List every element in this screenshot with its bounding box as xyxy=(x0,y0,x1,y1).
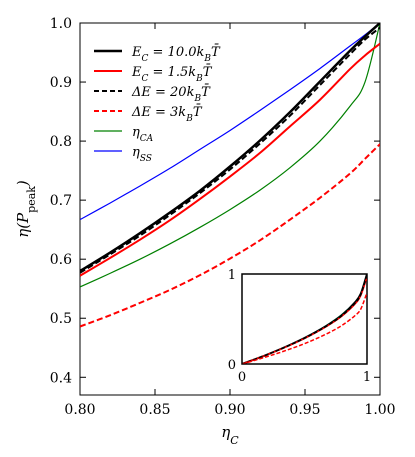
main-plot: 0.80 0.85 0.90 0.95 1.000.40.50.60.70.80.91.… xyxy=(14,16,396,447)
inset-x-tick-label: 0 xyxy=(238,370,246,385)
y-axis-label: η(Ppeak) xyxy=(14,180,38,238)
legend-label-2: ΔE = 20kBT̄ xyxy=(131,84,211,104)
legend-label-4: ηCA xyxy=(132,125,154,144)
series-line-1 xyxy=(80,42,380,277)
x-tick-label: 1.00 xyxy=(364,402,395,418)
legend-label-5: ηSS xyxy=(132,145,152,164)
series-line-5 xyxy=(80,23,380,221)
series-line-0 xyxy=(80,23,380,273)
y-tick-label: 0.9 xyxy=(50,75,72,91)
y-tick-label: 0.6 xyxy=(50,252,72,268)
y-tick-label: 0.5 xyxy=(50,311,72,327)
inset-y-tick-label: 0 xyxy=(228,358,236,373)
y-tick-label: 0.8 xyxy=(50,134,72,150)
inset-plot: 0 1 0 1 xyxy=(228,268,371,385)
y-tick-label: 0.4 xyxy=(50,370,72,386)
inset-frame xyxy=(241,273,368,365)
y-tick-label: 1.0 xyxy=(50,16,72,32)
inset-series-group xyxy=(242,274,367,364)
x-tick-label: 0.95 xyxy=(289,402,320,418)
x-tick-label: 0.85 xyxy=(139,402,170,418)
x-axis-label: ηC xyxy=(221,423,239,447)
x-tick-label: 0.90 xyxy=(214,402,245,418)
inset-x-tick-label: 1 xyxy=(363,370,371,385)
series-line-2 xyxy=(80,26,380,274)
series-line-3 xyxy=(80,143,380,328)
legend-label-0: EC = 10.0kBT̄ xyxy=(131,44,221,64)
inset-series-line-4 xyxy=(242,274,367,364)
inset-y-tick-label: 1 xyxy=(228,268,236,283)
inset-series-line-5 xyxy=(242,292,367,364)
legend-label-1: EC = 1.5kBT̄ xyxy=(131,64,213,84)
series-line-4 xyxy=(80,23,380,288)
y-tick-label: 0.7 xyxy=(50,193,72,209)
legend: EC = 10.0kBT̄EC = 1.5kBT̄ΔE = 20kBT̄ΔE =… xyxy=(94,44,221,164)
main-series-group xyxy=(80,23,380,328)
x-tick-label: 0.80 xyxy=(64,402,95,418)
legend-label-3: ΔE = 3kBT̄ xyxy=(131,104,203,124)
